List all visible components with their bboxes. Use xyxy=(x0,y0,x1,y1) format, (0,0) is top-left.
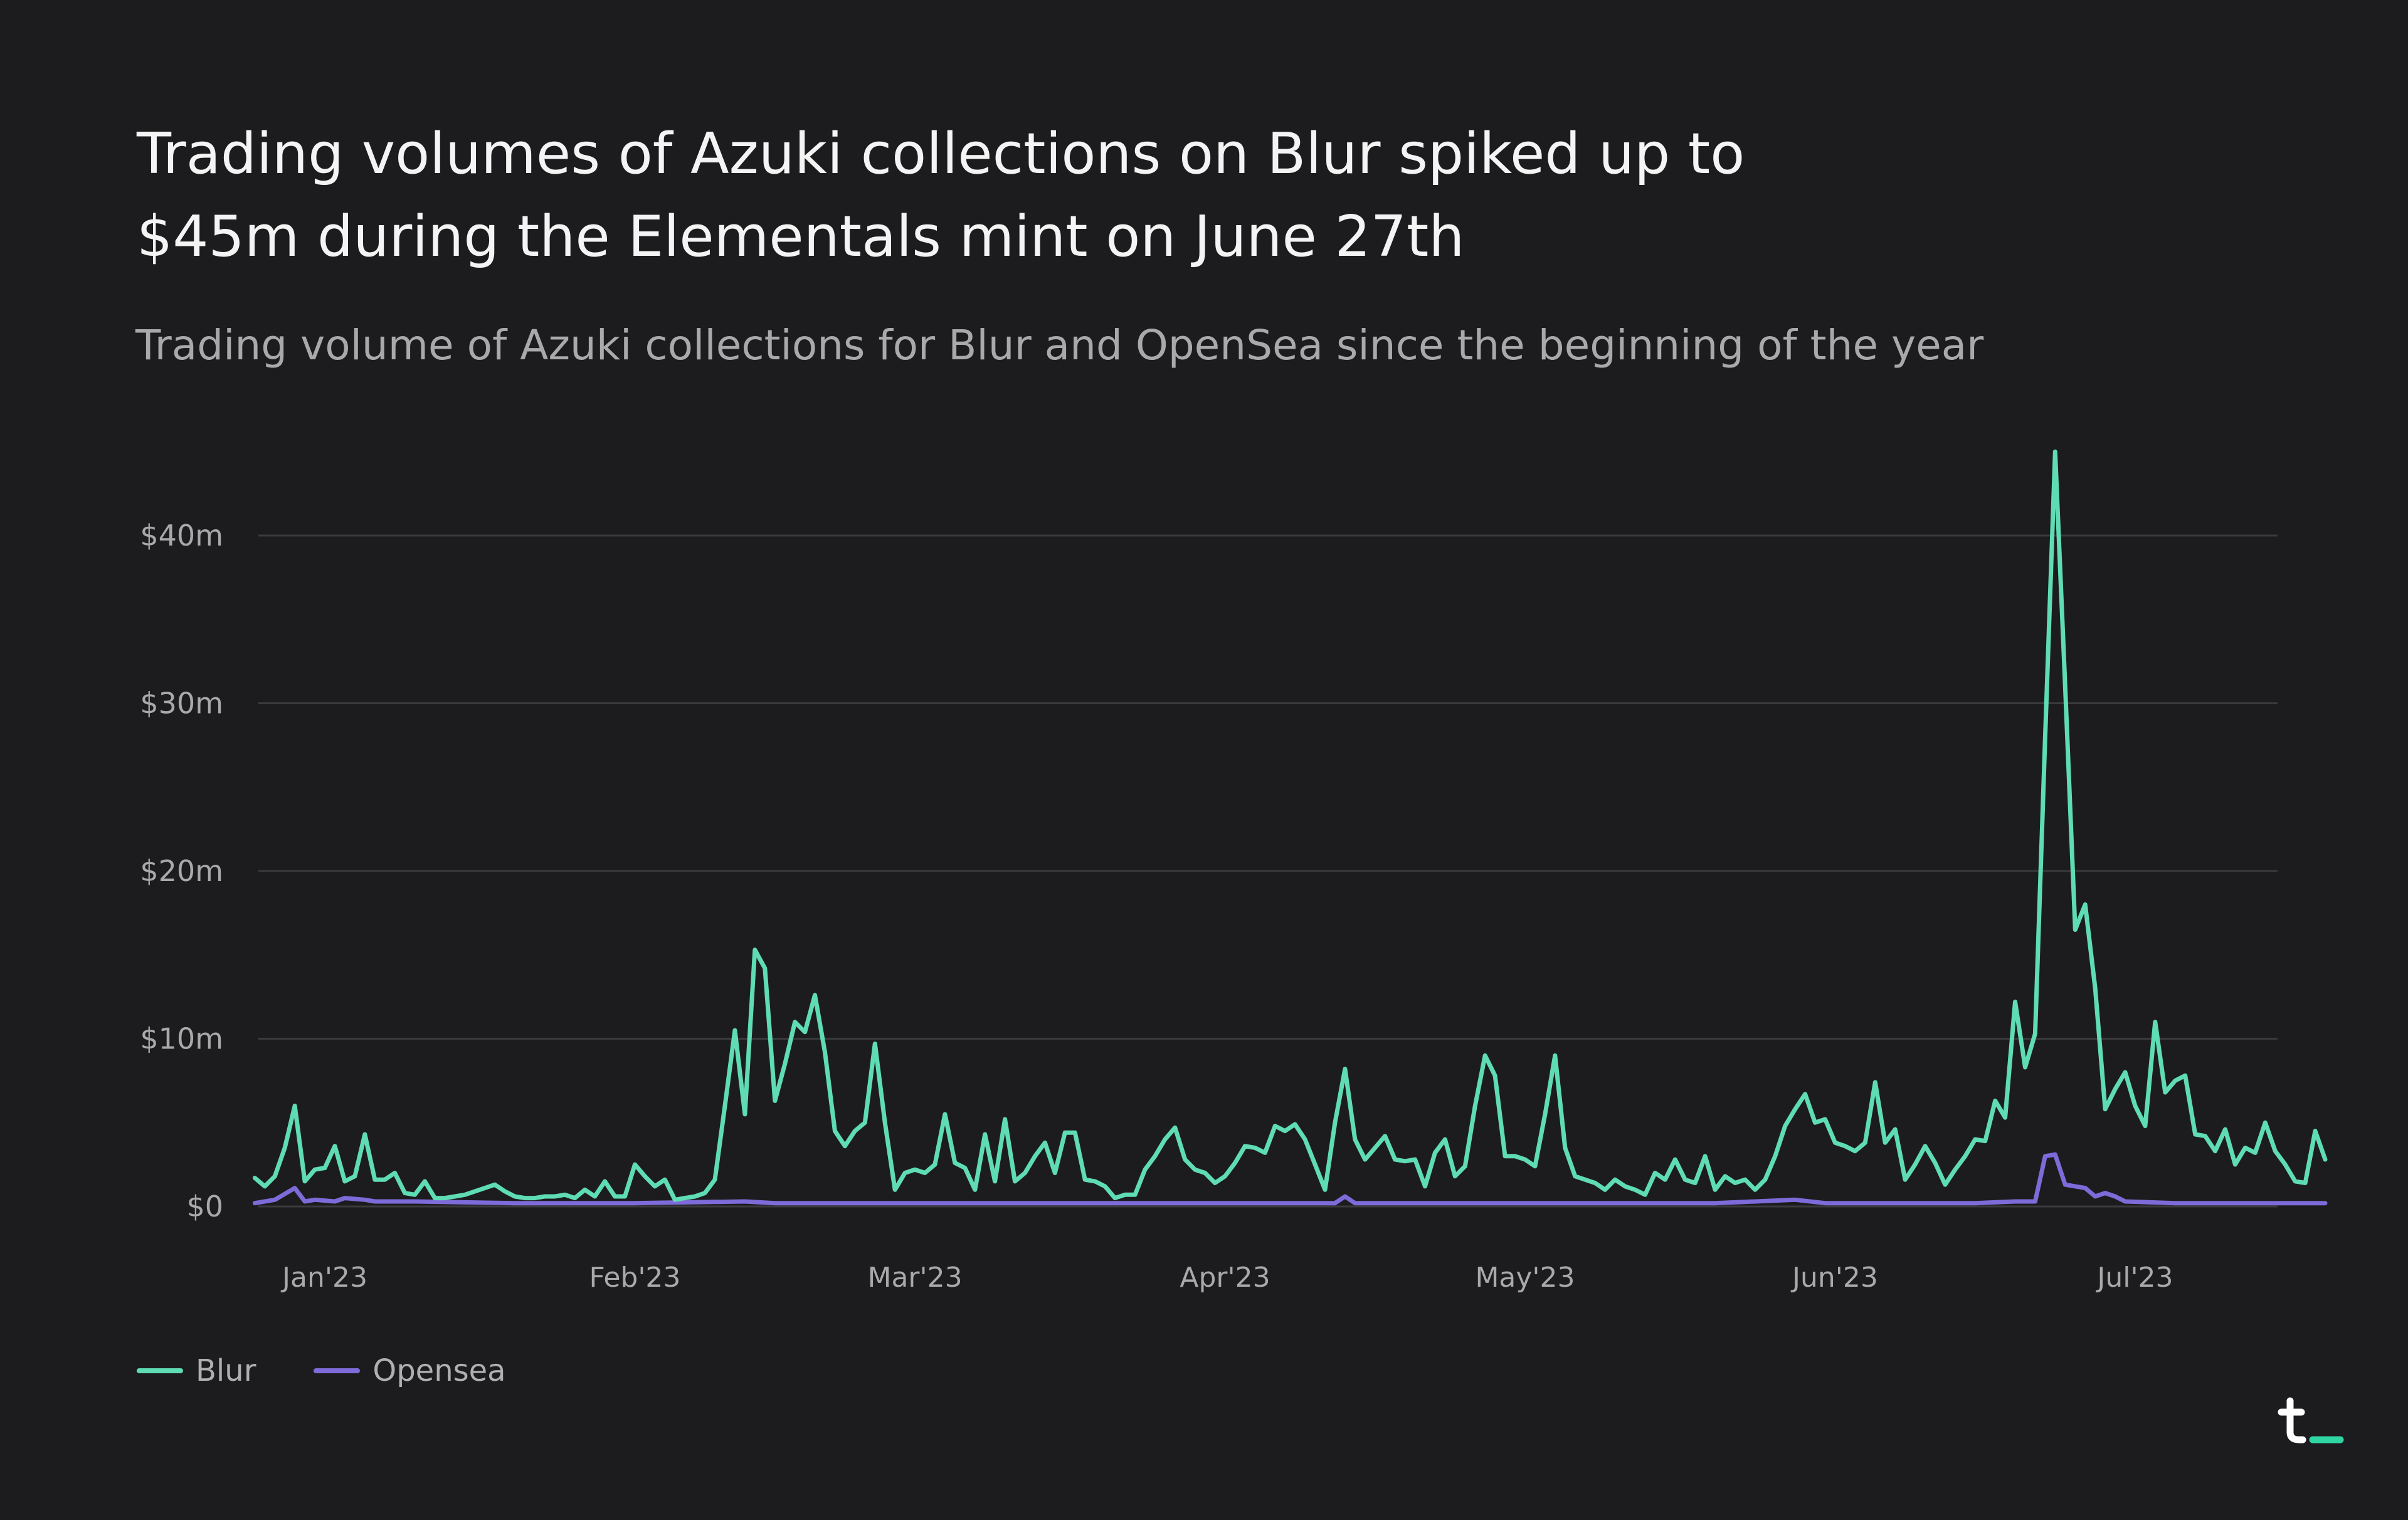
y-tick-label: $30m xyxy=(140,687,223,720)
legend-swatch-blur xyxy=(137,1368,183,1373)
legend: Blur Opensea xyxy=(137,1353,564,1388)
y-tick-label: $20m xyxy=(140,854,223,888)
legend-label-opensea: Opensea xyxy=(372,1353,506,1388)
series-lines xyxy=(252,449,2328,1206)
x-axis-ticks: Jan'23 Feb'23 Mar'23 Apr'23 May'23 Jun'23 Jul'… xyxy=(280,1262,2173,1294)
x-tick-label: Apr'23 xyxy=(1180,1262,1270,1294)
legend-label-blur: Blur xyxy=(196,1353,256,1388)
legend-item-blur[interactable]: Blur xyxy=(137,1353,256,1388)
legend-swatch-opensea xyxy=(314,1368,361,1373)
x-tick-label: Jul'23 xyxy=(2095,1262,2173,1294)
x-tick-label: Feb'23 xyxy=(589,1262,680,1294)
chart-title: Trading volumes of Azuki collections on … xyxy=(137,121,1745,270)
y-axis-ticks: $0 $10m $20m $30m $40m xyxy=(140,519,223,1223)
chart-subtitle: Trading volume of Azuki collections for … xyxy=(135,321,1984,369)
y-tick-label: $10m xyxy=(140,1022,223,1056)
y-tick-label: $40m xyxy=(140,519,223,552)
legend-item-opensea[interactable]: Opensea xyxy=(314,1353,506,1388)
x-tick-label: Mar'23 xyxy=(867,1262,962,1294)
logo-t-icon xyxy=(2278,1397,2344,1443)
x-tick-label: Jan'23 xyxy=(280,1262,367,1294)
series-line-blur xyxy=(252,449,2328,1202)
x-tick-label: Jun'23 xyxy=(1790,1262,1878,1294)
series-line-opensea xyxy=(252,1152,2328,1206)
y-tick-label: $0 xyxy=(186,1190,223,1223)
grid-lines xyxy=(258,534,2278,1208)
x-tick-label: May'23 xyxy=(1475,1262,1575,1294)
